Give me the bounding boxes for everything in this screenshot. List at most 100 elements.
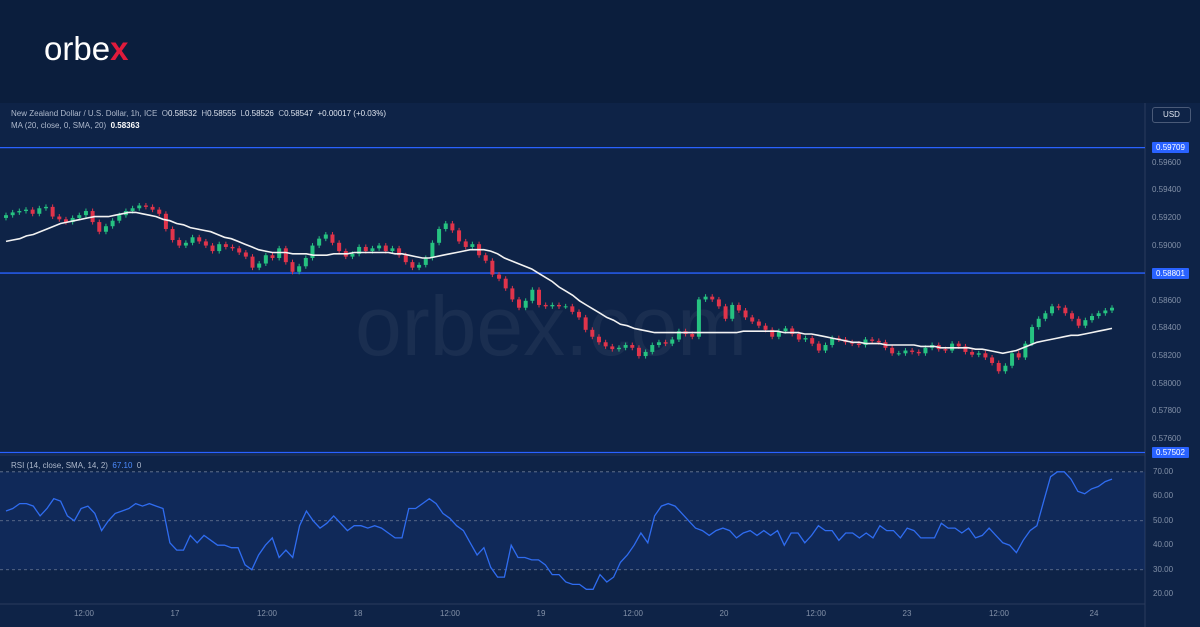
candle-down: [770, 329, 775, 337]
candle-down: [50, 206, 55, 217]
candle-down: [383, 245, 388, 252]
candle-down: [796, 333, 801, 340]
time-tick-label: 12:00: [256, 609, 278, 618]
candle-down: [690, 333, 695, 337]
rsi-tick-label: 70.00: [1153, 466, 1174, 476]
candle-up: [417, 264, 422, 268]
candle-down: [223, 244, 228, 247]
legend-high: 0.58555: [207, 109, 237, 118]
candle-up: [656, 342, 661, 346]
candle-down: [956, 343, 961, 347]
candle-down: [157, 209, 162, 214]
candle-up: [470, 244, 475, 247]
candle-down: [270, 255, 275, 258]
candle-up: [730, 304, 735, 319]
candle-down: [910, 350, 915, 352]
candle-down: [557, 304, 561, 307]
candle-up: [423, 257, 428, 265]
candle-down: [463, 241, 468, 247]
candle-up: [923, 347, 928, 354]
candle-down: [543, 304, 548, 307]
candle-down: [716, 299, 721, 307]
candle-up: [1083, 320, 1088, 326]
candle-down: [150, 206, 155, 210]
level-price-label[interactable]: 0.59709: [1152, 142, 1189, 154]
candle-up: [776, 331, 781, 337]
candle-down: [230, 246, 235, 249]
candle-down: [1056, 306, 1061, 308]
time-tick-label: 19: [536, 609, 546, 618]
candle-up: [377, 245, 382, 249]
candle-up: [390, 248, 395, 252]
candle-up: [783, 328, 788, 332]
candle-down: [790, 328, 795, 334]
price-tick-label: 0.57600: [1152, 433, 1181, 443]
candle-up: [263, 255, 268, 264]
candle-up: [70, 217, 75, 223]
rsi-line: [5, 471, 1113, 590]
candle-up: [650, 345, 655, 352]
time-tick-label: 17: [170, 609, 180, 618]
candle-down: [970, 351, 975, 355]
candle-up: [310, 245, 315, 258]
legend-ma-value: 0.58363: [110, 121, 140, 130]
candle-down: [197, 237, 202, 242]
candle-down: [990, 357, 995, 363]
candle-up: [823, 345, 828, 351]
candle-down: [170, 228, 175, 241]
candle-down: [890, 347, 895, 354]
candle-down: [1016, 353, 1021, 358]
legend-change: +0.00017 (+0.03%): [317, 109, 386, 118]
price-tick-label: 0.59000: [1152, 240, 1181, 250]
candle-up: [370, 248, 375, 252]
candle-up: [317, 238, 322, 246]
candle-up: [1023, 343, 1028, 358]
legend-symbol: New Zealand Dollar / U.S. Dollar, 1h, IC…: [11, 109, 158, 118]
candle-up: [17, 211, 22, 213]
candle-down: [483, 255, 488, 261]
candle-up: [117, 215, 122, 221]
candle-down: [203, 241, 208, 246]
candle-down: [943, 349, 948, 351]
currency-button[interactable]: USD: [1152, 107, 1191, 123]
price-tick-label: 0.57800: [1152, 406, 1181, 416]
time-tick-label: 24: [1089, 609, 1099, 618]
time-tick-label: 12:00: [622, 609, 644, 618]
candle-up: [563, 306, 568, 308]
candle-down: [983, 353, 988, 358]
legend-close: 0.58547: [284, 109, 314, 118]
legend-close-label: C: [278, 109, 285, 118]
legend-ohlc: New Zealand Dollar / U.S. Dollar, 1h, IC…: [11, 109, 386, 118]
candle-down: [330, 234, 335, 243]
candle-down: [576, 311, 581, 318]
time-tick-label: 23: [902, 609, 912, 618]
candle-down: [723, 306, 728, 319]
candle-down: [583, 317, 588, 330]
time-tick-label: 12:00: [805, 609, 827, 618]
candle-down: [610, 346, 615, 350]
candle-up: [1110, 307, 1114, 311]
candle-down: [856, 343, 861, 346]
candle-up: [1010, 353, 1015, 366]
candle-down: [810, 338, 815, 344]
candle-up: [1036, 318, 1041, 328]
candle-up: [430, 242, 435, 258]
candle-up: [217, 244, 222, 252]
candle-up: [623, 345, 628, 348]
candle-down: [630, 345, 635, 348]
candle-down: [876, 340, 881, 343]
logo-x-mark: x: [110, 30, 129, 67]
candle-down: [750, 317, 755, 322]
candle-up: [676, 331, 681, 340]
level-price-label[interactable]: 0.57502: [1152, 446, 1189, 458]
candle-down: [210, 245, 215, 252]
candle-up: [616, 347, 621, 350]
candle-up: [1003, 365, 1008, 372]
candle-down: [870, 339, 875, 341]
candle-down: [243, 252, 248, 257]
level-price-label[interactable]: 0.58801: [1152, 267, 1189, 279]
orbex-logo: orbex: [44, 30, 128, 68]
legend-rsi-extra: 0: [136, 461, 142, 470]
candle-up: [357, 246, 362, 254]
